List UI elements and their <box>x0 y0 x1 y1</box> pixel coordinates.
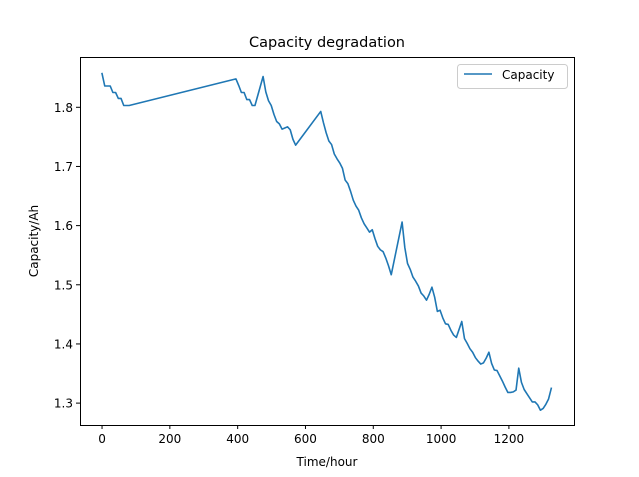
legend-box <box>457 64 568 89</box>
x-tick-label: 600 <box>294 432 317 446</box>
y-tick-label: 1.3 <box>54 397 73 411</box>
y-tick-label: 1.8 <box>54 101 73 115</box>
x-tick-label: 1000 <box>426 432 457 446</box>
x-axis-label: Time/hour <box>296 455 358 469</box>
y-tick-label: 1.5 <box>54 278 73 292</box>
chart-title: Capacity degradation <box>249 35 405 51</box>
legend: Capacity <box>457 64 568 89</box>
x-tick-label: 400 <box>226 432 249 446</box>
y-tick-label: 1.4 <box>54 337 73 351</box>
y-tick-label: 1.7 <box>54 160 73 174</box>
ticks-layer: 0 200 400 600 800 1000 1200 1.3 1.4 1.5 1.6 1.7 1.8 <box>54 101 524 446</box>
series-line-capacity <box>101 72 553 412</box>
plot-layer <box>101 72 553 412</box>
y-axis-label: Capacity/Ah <box>27 205 41 277</box>
x-tick-label: 800 <box>362 432 385 446</box>
x-tick-label: 200 <box>158 432 181 446</box>
legend-label: Capacity <box>502 68 554 82</box>
x-tick-label: 0 <box>98 432 106 446</box>
x-tick-label: 1200 <box>494 432 525 446</box>
plot-frame <box>80 57 575 426</box>
y-tick-label: 1.6 <box>54 219 73 233</box>
